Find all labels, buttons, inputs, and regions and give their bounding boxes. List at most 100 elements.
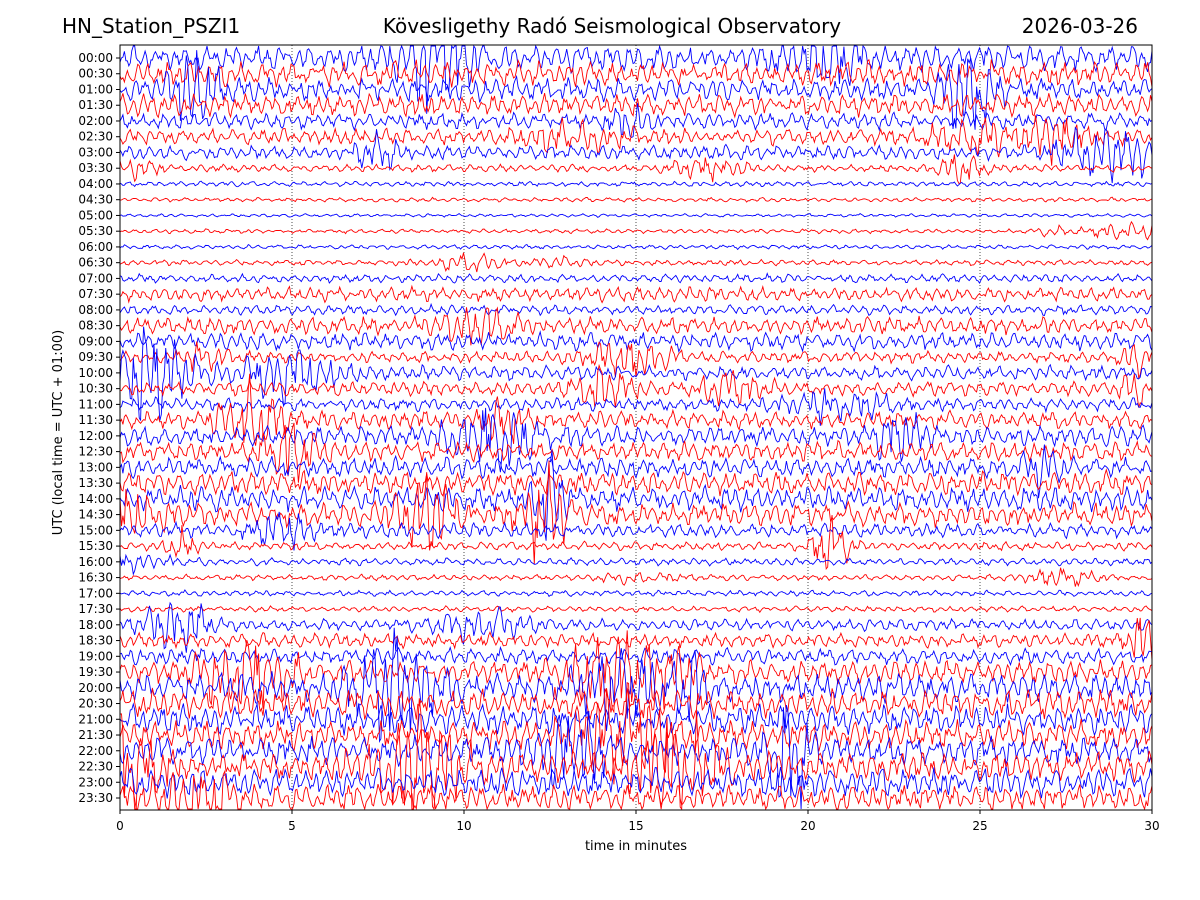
y-tick-label: 08:00 (78, 303, 113, 317)
x-tick-label: 5 (288, 819, 296, 833)
trace-0830 (119, 306, 1153, 346)
trace-1300 (119, 444, 1153, 499)
y-tick-label: 15:00 (78, 523, 113, 537)
trace-2030 (119, 686, 1153, 721)
trace-1430 (119, 460, 1153, 565)
y-tick-label: 08:30 (78, 319, 113, 333)
y-tick-label: 03:30 (78, 161, 113, 175)
y-tick-label: 03:00 (78, 145, 113, 159)
trace-2230 (119, 698, 1153, 811)
trace-0800 (119, 302, 1153, 317)
y-tick-label: 19:30 (78, 665, 113, 679)
trace-0300 (119, 126, 1153, 184)
trace-1900 (119, 645, 1153, 667)
trace-1500 (119, 511, 1153, 551)
observatory-title: Kövesligethy Radó Seismological Observat… (382, 14, 842, 38)
y-tick-label: 14:00 (78, 492, 113, 506)
trace-1600 (119, 553, 1153, 576)
trace-0900 (119, 330, 1153, 353)
trace-1400 (119, 450, 1153, 541)
y-tick-label: 12:30 (78, 445, 113, 459)
y-tick-label: 07:30 (78, 287, 113, 301)
y-tick-label: 12:00 (78, 429, 113, 443)
y-tick-label: 05:00 (78, 208, 113, 222)
y-tick-label: 23:00 (78, 775, 113, 789)
trace-1830 (119, 617, 1153, 661)
y-tick-label: 11:30 (78, 413, 113, 427)
y-tick-label: 19:00 (78, 649, 113, 663)
trace-2200 (119, 705, 1153, 810)
trace-0000 (119, 44, 1153, 114)
station-name: HN_Station_PSZI1 (62, 14, 241, 38)
trace-1030 (119, 363, 1153, 408)
y-tick-label: 00:00 (78, 51, 113, 65)
x-tick-label: 25 (972, 819, 987, 833)
y-tick-label: 10:00 (78, 366, 113, 380)
trace-0100 (119, 50, 1153, 130)
trace-1100 (119, 388, 1153, 426)
trace-0430 (119, 196, 1153, 203)
x-tick-label: 15 (628, 819, 643, 833)
trace-0730 (119, 284, 1153, 304)
trace-1630 (119, 567, 1153, 587)
y-tick-label: 23:30 (78, 791, 113, 805)
trace-0700 (119, 272, 1153, 285)
y-tick-label: 21:30 (78, 728, 113, 742)
y-tick-label: 20:30 (78, 697, 113, 711)
traces (119, 44, 1153, 811)
trace-0530 (119, 220, 1153, 241)
trace-1530 (119, 515, 1153, 571)
trace-1130 (119, 373, 1153, 446)
trace-0400 (119, 180, 1153, 188)
trace-0330 (119, 154, 1153, 185)
trace-2000 (119, 627, 1153, 743)
x-tick-label: 30 (1144, 819, 1159, 833)
y-tick-label: 05:30 (78, 224, 113, 238)
y-tick-label: 17:00 (78, 586, 113, 600)
trace-1330 (119, 468, 1153, 497)
y-tick-label: 15:30 (78, 539, 113, 553)
y-tick-label: 01:30 (78, 98, 113, 112)
y-tick-label: 06:30 (78, 256, 113, 270)
y-tick-label: 20:00 (78, 681, 113, 695)
trace-0930 (119, 341, 1153, 380)
y-tick-label: 00:30 (78, 67, 113, 81)
y-tick-label: 06:00 (78, 240, 113, 254)
y-tick-label: 02:00 (78, 114, 113, 128)
trace-1800 (119, 601, 1153, 653)
trace-1000 (119, 326, 1153, 421)
x-tick-label: 10 (456, 819, 471, 833)
trace-0230 (119, 115, 1153, 166)
y-tick-label: 10:30 (78, 382, 113, 396)
trace-1200 (119, 407, 1153, 473)
y-tick-label: 22:00 (78, 744, 113, 758)
y-tick-label: 16:00 (78, 555, 113, 569)
y-tick-label: 07:00 (78, 271, 113, 285)
y-tick-label: 18:30 (78, 634, 113, 648)
x-tick-label: 20 (800, 819, 815, 833)
y-tick-label: 09:30 (78, 350, 113, 364)
y-tick-label: 16:30 (78, 571, 113, 585)
trace-0600 (119, 243, 1153, 251)
x-axis-label: time in minutes (585, 839, 687, 854)
y-tick-label: 21:00 (78, 712, 113, 726)
trace-2300 (119, 766, 1153, 800)
trace-2330 (119, 769, 1153, 811)
y-tick-label: 14:30 (78, 508, 113, 522)
y-tick-label: 17:30 (78, 602, 113, 616)
y-tick-label: 04:00 (78, 177, 113, 191)
y-tick-label: 04:30 (78, 193, 113, 207)
trace-2100 (119, 702, 1153, 737)
y-tick-label: 09:00 (78, 334, 113, 348)
trace-0200 (119, 103, 1153, 138)
y-tick-label: 02:30 (78, 130, 113, 144)
x-tick-label: 0 (116, 819, 124, 833)
trace-1730 (119, 605, 1153, 614)
trace-2130 (119, 681, 1153, 785)
y-tick-label: 18:00 (78, 618, 113, 632)
y-tick-label: 13:00 (78, 460, 113, 474)
y-tick-label: 22:30 (78, 760, 113, 774)
y-tick-label: 13:30 (78, 476, 113, 490)
